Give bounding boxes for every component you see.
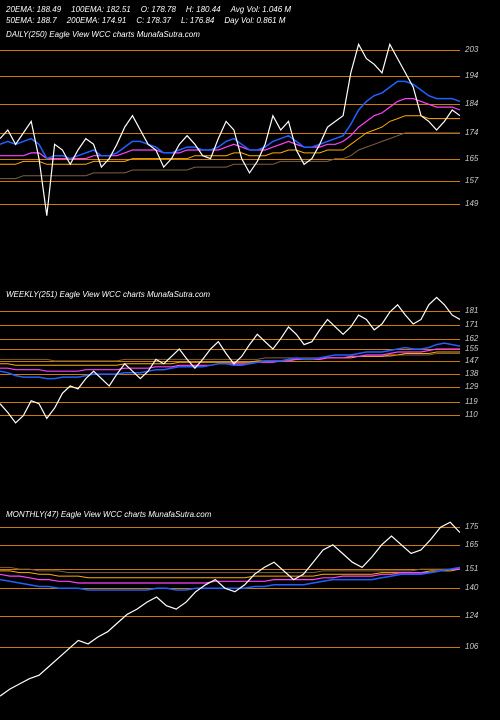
header-stat: C: 178.37: [136, 16, 171, 25]
header-stat: H: 180.44: [186, 5, 221, 14]
y-axis-label: 119: [465, 397, 478, 406]
header-stat: 50EMA: 188.7: [6, 16, 57, 25]
y-axis-label: 181: [465, 306, 478, 315]
series-ema2: [0, 99, 460, 159]
chart-panel-1: WEEKLY(251) Eagle View WCC charts Munafa…: [0, 290, 500, 445]
series-price: [0, 297, 460, 423]
series-price: [0, 522, 460, 696]
y-axis-label: 194: [465, 71, 478, 80]
header-stat: O: 178.78: [141, 5, 176, 14]
y-axis-label: 171: [465, 320, 478, 329]
y-axis-label: 184: [465, 99, 478, 108]
chart-title: WEEKLY(251) Eagle View WCC charts Munafa…: [6, 290, 210, 299]
header-stat: 100EMA: 182.51: [71, 5, 131, 14]
header-stat: 20EMA: 188.49: [6, 5, 61, 14]
y-axis-label: 147: [465, 356, 478, 365]
chart-svg: [0, 290, 460, 445]
series-ema1: [0, 81, 460, 158]
y-axis-label: 151: [465, 564, 478, 573]
ema-header: 20EMA: 188.49 100EMA: 182.51 O: 178.78 H: 1…: [6, 4, 301, 26]
header-stat: Day Vol: 0.861 M: [224, 16, 285, 25]
y-axis-label: 174: [465, 128, 478, 137]
header-stat: 200EMA: 174.91: [67, 16, 127, 25]
y-axis-label: 106: [465, 642, 478, 651]
y-axis-label: 124: [465, 611, 478, 620]
chart-title: DAILY(250) Eagle View WCC charts MunafaS…: [6, 30, 200, 39]
y-axis-label: 203: [465, 45, 478, 54]
chart-panel-2: MONTHLY(47) Eagle View WCC charts Munafa…: [0, 510, 500, 710]
chart-svg: [0, 510, 460, 710]
chart-svg: [0, 30, 460, 230]
series-ema4: [0, 567, 460, 572]
y-axis-label: 155: [465, 344, 478, 353]
y-axis-label: 138: [465, 369, 478, 378]
y-axis-label: 165: [465, 540, 478, 549]
series-ema2: [0, 349, 460, 371]
header-stat: L: 176.84: [181, 16, 214, 25]
y-axis-label: 162: [465, 334, 478, 343]
series-price: [0, 44, 460, 215]
chart-panel-0: DAILY(250) Eagle View WCC charts MunafaS…: [0, 30, 500, 230]
y-axis-label: 110: [465, 410, 478, 419]
chart-title: MONTHLY(47) Eagle View WCC charts Munafa…: [6, 510, 211, 519]
header-row-2: 50EMA: 188.7 200EMA: 174.91 C: 178.37 L: 17…: [6, 15, 301, 26]
y-axis-label: 149: [465, 199, 478, 208]
y-axis-label: 157: [465, 176, 478, 185]
y-axis-label: 165: [465, 154, 478, 163]
y-axis-label: 175: [465, 522, 478, 531]
y-axis-label: 140: [465, 583, 478, 592]
header-stat: Avg Vol: 1.046 M: [231, 5, 291, 14]
y-axis-label: 129: [465, 382, 478, 391]
header-row-1: 20EMA: 188.49 100EMA: 182.51 O: 178.78 H: 1…: [6, 4, 301, 15]
